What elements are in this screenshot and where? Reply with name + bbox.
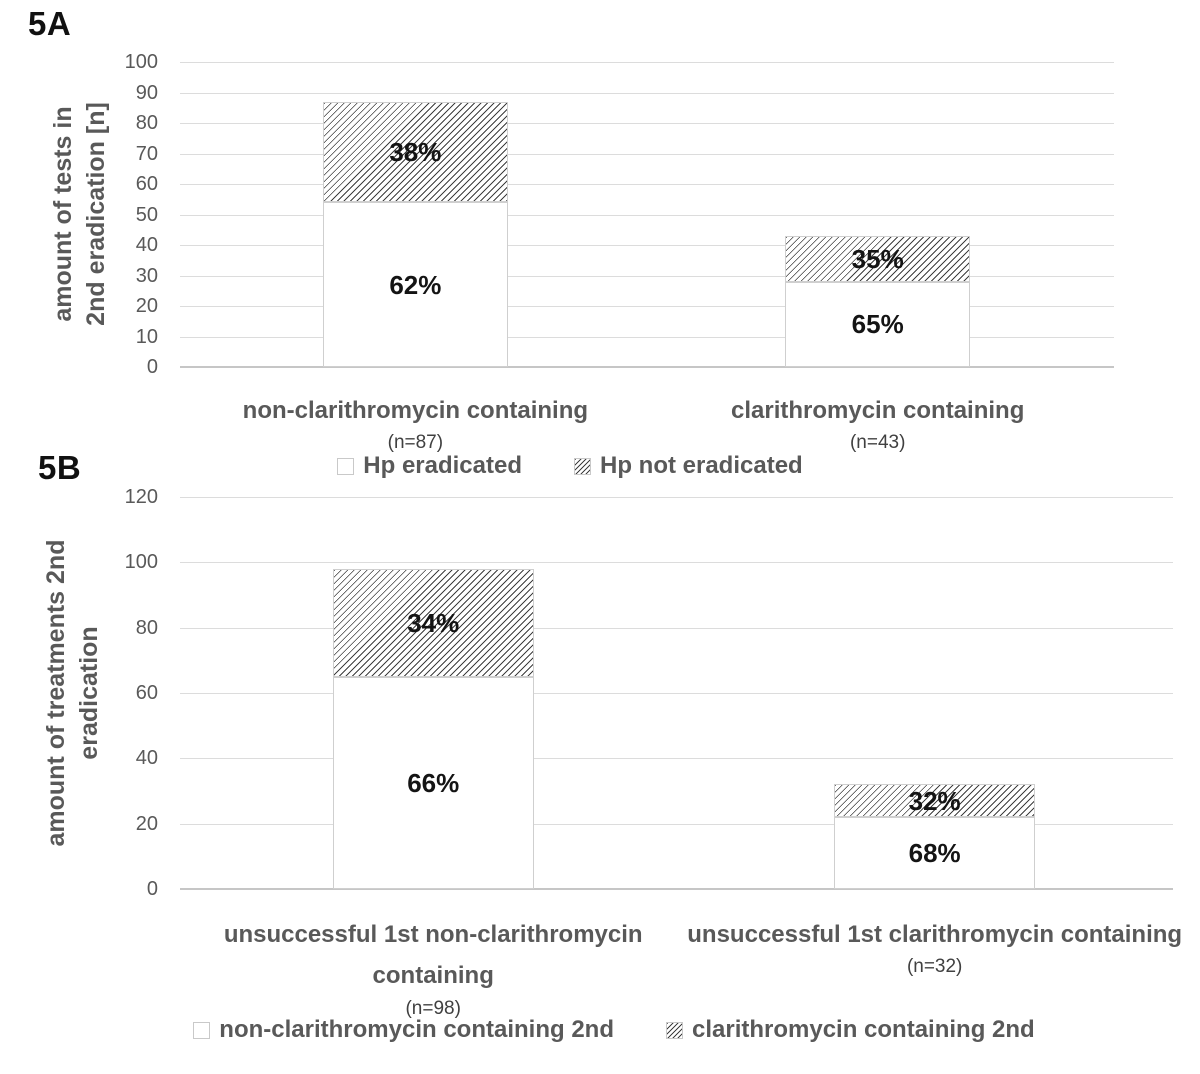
bar-segment-hatched: 38%: [322, 101, 508, 203]
gridline: [180, 336, 1114, 338]
y-tick-label: 0: [146, 878, 158, 900]
category-block: unsuccessful 1st clarithromycin containi…: [680, 914, 1190, 979]
legend-item: clarithromycin containing 2nd: [665, 1016, 1035, 1044]
category-label: unsuccessful 1st non-clarithromycin cont…: [223, 921, 643, 990]
category-block: non-clarithromycin containing (n=87): [160, 390, 670, 455]
category-n-label: (n=43): [849, 432, 906, 454]
segment-percent-label: 68%: [908, 838, 961, 869]
y-tick-label: 30: [135, 264, 158, 287]
panel-5a-title: 5A: [28, 5, 72, 42]
y-tick-label: 100: [124, 51, 158, 73]
bar-segment-hatched: 32%: [834, 784, 1035, 818]
y-tick-label: 80: [135, 112, 158, 134]
bar-segment-plain: 62%: [322, 202, 508, 367]
gridline: [180, 123, 1114, 124]
legend-item: Hp not eradicated: [574, 452, 803, 480]
category-block: clarithromycin containing (n=43): [623, 390, 1133, 455]
plot-area: 66% 34% 68% 32%: [180, 497, 1173, 890]
y-tick-label: 0: [146, 356, 158, 378]
gridline: [180, 62, 1114, 63]
segment-percent-label: 32%: [908, 785, 961, 816]
legend-item-label: non-clarithromycin containing 2nd: [219, 1016, 614, 1043]
segment-percent-label: 66%: [407, 767, 460, 798]
segment-percent-label: 62%: [389, 269, 442, 300]
gridline: [180, 184, 1114, 185]
legend-item: non-clarithromycin containing 2nd: [193, 1016, 614, 1044]
x-axis-line: [180, 366, 1114, 368]
legend: Hp eradicated Hp not eradicated: [0, 452, 1170, 480]
panel-5b-title: 5B: [38, 449, 82, 486]
gridline: [180, 306, 1114, 307]
x-axis-line: [180, 888, 1173, 890]
legend-item-label: Hp not eradicated: [600, 452, 803, 479]
y-tick-label: 40: [135, 234, 158, 256]
segment-percent-label: 35%: [851, 243, 904, 274]
bar-segment-plain: 65%: [785, 281, 971, 367]
legend-item-label: Hp eradicated: [363, 452, 522, 479]
segment-percent-label: 38%: [389, 136, 442, 167]
category-label: non-clarithromycin containing: [242, 397, 589, 424]
gridline: [180, 275, 1114, 277]
y-axis-ticks: 0 10 20 30 40 50 60 70 80 90 100: [86, 51, 158, 378]
y-axis-ticks: 0 20 40 60 80 100 120: [86, 486, 158, 900]
stacked-bar: 68% 32%: [834, 497, 1035, 889]
category-label: clarithromycin containing: [730, 397, 1025, 424]
legend-item-label: clarithromycin containing 2nd: [691, 1016, 1035, 1043]
y-tick-label: 120: [124, 486, 158, 508]
y-tick-label: 20: [135, 295, 158, 317]
gridline: [180, 758, 1173, 760]
stacked-bar: 62% 38%: [322, 62, 508, 367]
legend: non-clarithromycin containing 2nd clarith…: [14, 1016, 1200, 1044]
y-tick-label: 100: [124, 551, 158, 574]
category-n-label: (n=98): [405, 997, 461, 1019]
gridline: [180, 562, 1173, 564]
stacked-bar: 65% 35%: [785, 62, 971, 367]
y-tick-label: 50: [135, 203, 158, 226]
y-tick-label: 10: [135, 325, 158, 348]
category-label: unsuccessful 1st clarithromycin containi…: [687, 921, 1183, 948]
gridline: [180, 627, 1173, 629]
gridline: [180, 693, 1173, 694]
gridline: [180, 245, 1114, 246]
segment-percent-label: 65%: [851, 309, 904, 340]
category-n-label: (n=87): [387, 432, 444, 454]
legend-swatch-hatched: [574, 457, 591, 475]
gridline: [180, 214, 1114, 216]
segment-percent-label: 34%: [407, 607, 460, 638]
y-tick-label: 90: [135, 81, 158, 104]
y-tick-label: 60: [135, 173, 158, 195]
legend-swatch-plain: [193, 1021, 211, 1039]
stacked-bar: 66% 34%: [332, 497, 534, 889]
legend-item: Hp eradicated: [337, 452, 522, 480]
gridline: [180, 92, 1114, 94]
plot-area: 62% 38% 65% 35%: [180, 62, 1114, 368]
legend-swatch-hatched: [665, 1021, 683, 1039]
category-n-label: (n=32): [906, 956, 963, 978]
bar-segment-hatched: 35%: [785, 235, 971, 282]
bar-segment-plain: 66%: [332, 676, 534, 889]
y-tick-label: 70: [135, 142, 158, 165]
y-tick-label: 40: [135, 747, 158, 770]
bar-segment-plain: 68%: [834, 817, 1035, 889]
gridline: [180, 153, 1114, 155]
y-tick-label: 60: [135, 682, 158, 704]
category-block: unsuccessful 1st non-clarithromycin cont…: [178, 914, 688, 1020]
gridline: [180, 823, 1173, 825]
y-tick-label: 20: [135, 812, 158, 835]
bar-segment-hatched: 34%: [332, 568, 534, 677]
legend-swatch-plain: [337, 457, 355, 475]
y-axis-title-5b-line1: amount of treatments 2nd: [42, 539, 70, 847]
y-tick-label: 80: [135, 616, 158, 639]
gridline: [180, 497, 1173, 498]
